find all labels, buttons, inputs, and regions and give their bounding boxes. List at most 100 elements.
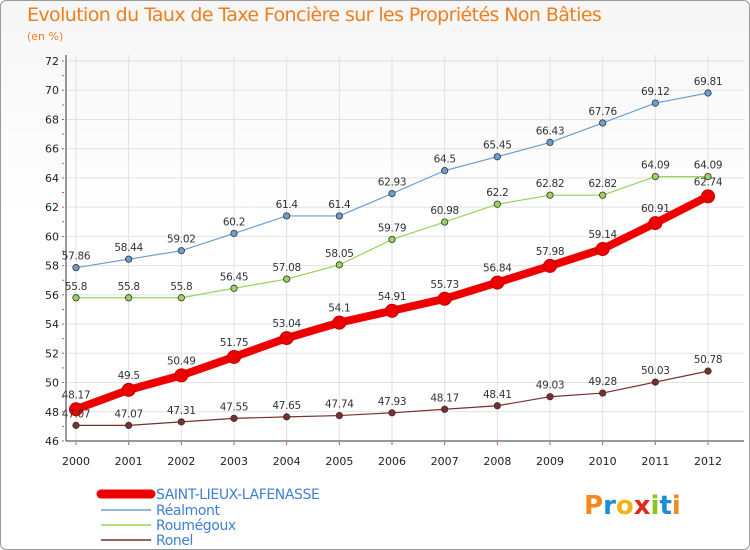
logo-letter: P xyxy=(584,491,604,521)
data-point xyxy=(441,405,449,413)
data-label: 56.84 xyxy=(483,263,512,275)
data-label: 62.82 xyxy=(536,178,565,190)
data-point xyxy=(651,378,659,386)
logo-letter: i xyxy=(671,491,681,521)
data-label: 47.31 xyxy=(167,405,196,417)
data-label: 50.78 xyxy=(694,354,723,366)
x-tick-label: 2005 xyxy=(325,455,353,468)
data-label: 64.09 xyxy=(641,160,670,172)
x-tick-label: 2008 xyxy=(483,455,511,468)
x-tick-label: 2000 xyxy=(62,455,90,468)
data-point xyxy=(595,241,610,256)
x-tick-label: 2010 xyxy=(589,455,617,468)
data-label: 62.82 xyxy=(588,178,617,190)
data-point xyxy=(493,153,501,161)
data-point xyxy=(704,89,712,97)
data-label: 55.73 xyxy=(430,279,459,291)
data-point xyxy=(72,264,80,272)
data-label: 55.8 xyxy=(65,281,87,293)
data-point xyxy=(125,255,133,263)
y-tick-label: 46 xyxy=(45,435,59,448)
y-tick-label: 54 xyxy=(45,318,59,331)
data-point xyxy=(546,191,554,199)
data-label: 54.91 xyxy=(378,291,407,303)
data-label: 62.93 xyxy=(378,177,407,189)
y-tick-label: 70 xyxy=(45,84,59,97)
legend-label: Réalmont xyxy=(156,503,220,519)
data-label: 69.81 xyxy=(694,76,723,88)
data-point xyxy=(385,303,399,318)
x-tick-label: 2007 xyxy=(431,455,459,468)
y-tick-label: 50 xyxy=(45,377,59,390)
data-label: 67.76 xyxy=(588,106,617,118)
data-point xyxy=(648,216,663,231)
logo-letter: x xyxy=(633,491,651,521)
data-label: 47.74 xyxy=(325,399,354,411)
proxiti-logo: Proxiti xyxy=(584,491,681,521)
data-label: 60.2 xyxy=(223,216,245,228)
data-point xyxy=(599,119,607,127)
data-point xyxy=(543,258,557,273)
data-point xyxy=(335,212,343,220)
y-tick-label: 68 xyxy=(45,113,59,126)
data-label: 49.28 xyxy=(588,376,617,388)
chart-title: Evolution du Taux de Taxe Foncière sur l… xyxy=(27,4,602,26)
data-point xyxy=(230,284,238,292)
legend-label: Roumégoux xyxy=(156,518,236,534)
data-label: 47.93 xyxy=(378,396,407,408)
data-label: 59.14 xyxy=(588,229,617,241)
data-point xyxy=(279,331,294,346)
logo-letter: o xyxy=(615,491,634,521)
data-label: 59.02 xyxy=(167,234,196,246)
data-point xyxy=(230,229,238,238)
data-label: 48.41 xyxy=(483,389,512,401)
data-point xyxy=(599,389,607,397)
logo-letter: r xyxy=(603,491,616,521)
data-point xyxy=(335,261,343,269)
data-point xyxy=(177,294,185,302)
y-tick-label: 64 xyxy=(45,172,59,185)
data-point xyxy=(125,294,133,302)
data-label: 53.04 xyxy=(272,318,301,330)
data-label: 65.45 xyxy=(483,140,512,152)
data-label: 64.5 xyxy=(434,154,456,166)
data-point xyxy=(437,291,452,306)
y-tick-label: 52 xyxy=(45,347,59,360)
legend-label: SAINT-LIEUX-LAFENASSE xyxy=(156,487,319,503)
chart-unit-label: (en %) xyxy=(27,30,64,43)
y-tick-label: 58 xyxy=(45,260,59,273)
data-point xyxy=(283,413,291,421)
data-label: 64.09 xyxy=(694,160,723,172)
data-point xyxy=(332,315,347,330)
data-label: 54.1 xyxy=(328,303,350,315)
x-tick-label: 2001 xyxy=(115,455,143,468)
x-tick-label: 2003 xyxy=(220,455,248,468)
data-label: 47.07 xyxy=(114,408,143,420)
data-point xyxy=(704,367,712,375)
data-point xyxy=(227,349,241,364)
x-tick-label: 2004 xyxy=(273,455,301,468)
data-point xyxy=(493,200,501,208)
data-point xyxy=(441,218,449,226)
data-point xyxy=(546,393,554,401)
data-point xyxy=(599,191,607,199)
logo-letter: i xyxy=(650,491,660,521)
data-point xyxy=(493,402,501,410)
y-tick-label: 56 xyxy=(45,289,59,302)
y-tick-label: 72 xyxy=(45,55,59,68)
data-point xyxy=(490,275,505,290)
x-tick-label: 2012 xyxy=(694,455,722,468)
data-point xyxy=(283,275,291,283)
y-tick-label: 48 xyxy=(45,406,59,419)
x-tick-label: 2006 xyxy=(378,455,406,468)
data-label: 60.91 xyxy=(641,203,670,215)
x-tick-label: 2002 xyxy=(167,455,195,468)
data-label: 61.4 xyxy=(276,199,299,211)
data-point xyxy=(283,212,291,220)
data-label: 51.75 xyxy=(220,337,249,349)
x-tick-label: 2011 xyxy=(641,455,669,468)
data-point xyxy=(441,167,449,175)
data-label: 66.43 xyxy=(536,125,565,137)
data-label: 47.65 xyxy=(272,400,301,412)
